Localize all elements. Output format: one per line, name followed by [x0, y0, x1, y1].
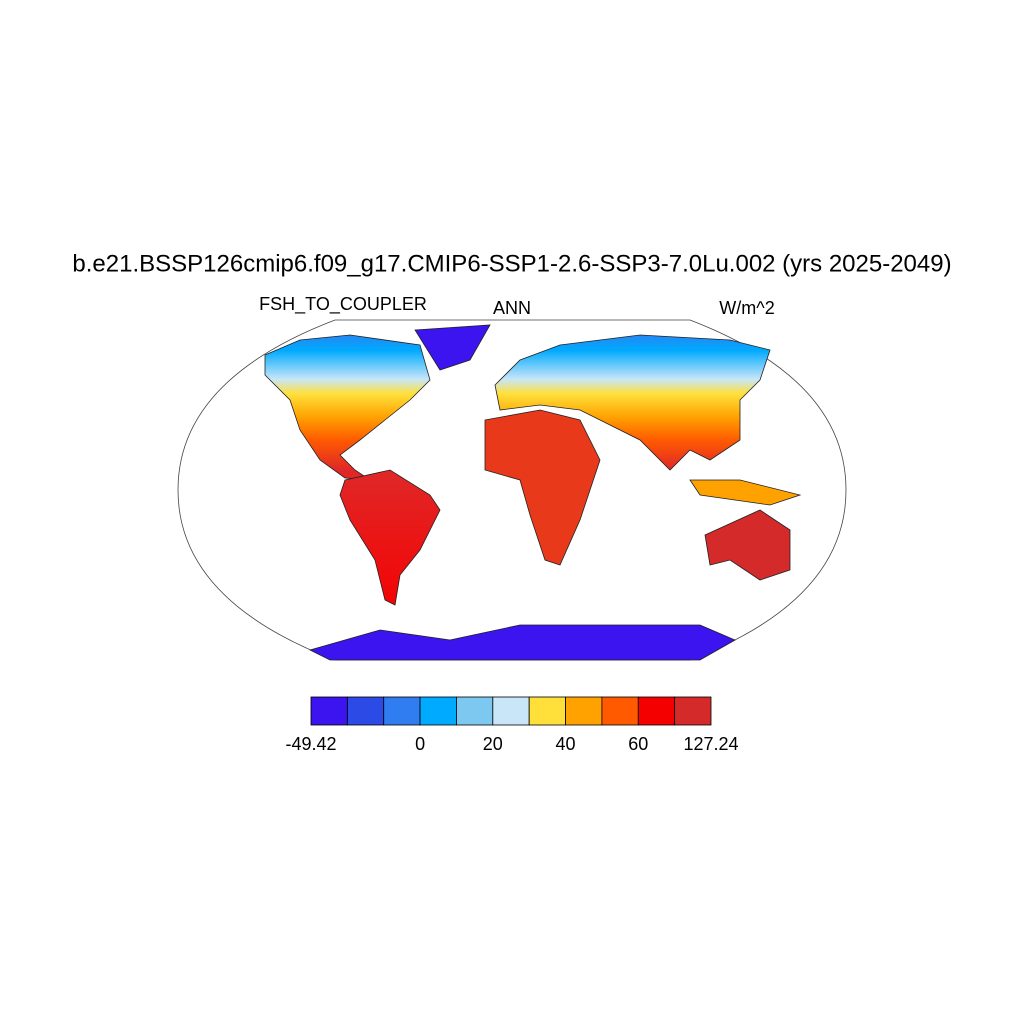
colorbar-box	[528, 696, 566, 726]
colorbar-box	[492, 696, 530, 726]
colorbar-label: 127.24	[683, 734, 738, 754]
colorbar-label: 20	[483, 734, 503, 754]
colorbar-label: 0	[415, 734, 425, 754]
colorbar: -49.42 0 20 40 60 127.24	[285, 696, 739, 754]
colorbar-label: 60	[628, 734, 648, 754]
colorbar-box	[456, 696, 494, 726]
colorbar-label: -49.42	[285, 734, 336, 754]
australia	[704, 509, 791, 581]
north-america	[264, 334, 431, 481]
colorbar-label: 40	[556, 734, 576, 754]
south-america	[339, 469, 441, 606]
eurasia	[494, 334, 771, 471]
colorbar-box	[637, 696, 676, 726]
left-subtitle: FSH_TO_COUPLER	[259, 294, 427, 315]
colorbar-box	[346, 696, 385, 726]
center-subtitle: ANN	[493, 298, 531, 318]
colorbar-box	[674, 696, 712, 726]
colorbar-box	[310, 696, 348, 726]
title: b.e21.BSSP126cmip6.f09_g17.CMIP6-SSP1-2.…	[72, 250, 951, 277]
right-subtitle: W/m^2	[719, 298, 774, 318]
colorbar-box	[565, 696, 603, 726]
colorbar-box	[419, 696, 457, 726]
colorbar-box	[383, 696, 421, 726]
colorbar-box	[601, 696, 639, 726]
antarctica	[308, 624, 736, 661]
indonesia	[689, 479, 802, 506]
africa	[484, 409, 601, 566]
greenland	[414, 324, 491, 371]
map	[177, 319, 847, 661]
